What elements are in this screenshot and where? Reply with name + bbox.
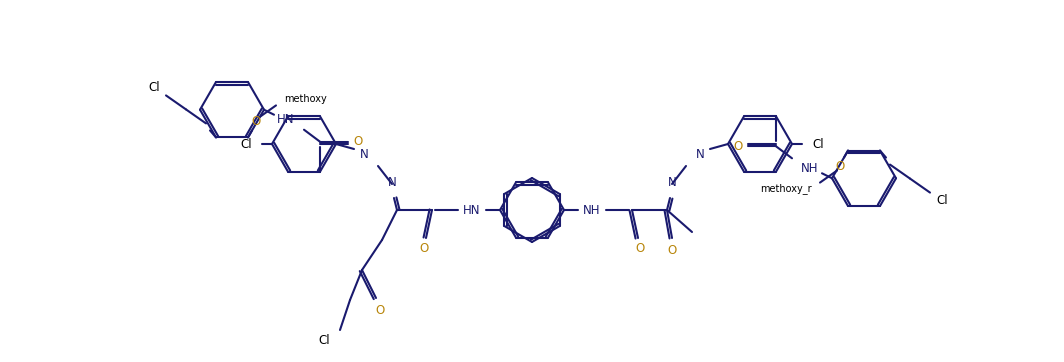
Text: O: O xyxy=(353,135,363,148)
Text: N: N xyxy=(387,176,397,189)
Text: Cl: Cl xyxy=(936,194,948,207)
Text: Cl: Cl xyxy=(318,333,330,346)
Text: N: N xyxy=(360,147,368,160)
Text: NH: NH xyxy=(583,203,601,216)
Text: O: O xyxy=(667,244,677,257)
Text: Cl: Cl xyxy=(240,138,252,151)
Text: O: O xyxy=(635,241,645,254)
Text: O: O xyxy=(251,115,261,128)
Text: O: O xyxy=(733,140,743,153)
Text: N: N xyxy=(696,147,704,160)
Text: methoxy: methoxy xyxy=(284,94,327,104)
Text: Cl: Cl xyxy=(812,138,824,151)
Text: methoxy_r: methoxy_r xyxy=(761,183,812,194)
Text: Cl: Cl xyxy=(148,81,160,94)
Text: HN: HN xyxy=(463,203,481,216)
Text: O: O xyxy=(419,241,429,254)
Text: HN: HN xyxy=(278,113,295,126)
Text: O: O xyxy=(376,303,384,316)
Text: N: N xyxy=(667,176,677,189)
Text: NH: NH xyxy=(801,162,819,175)
Text: O: O xyxy=(835,160,845,173)
